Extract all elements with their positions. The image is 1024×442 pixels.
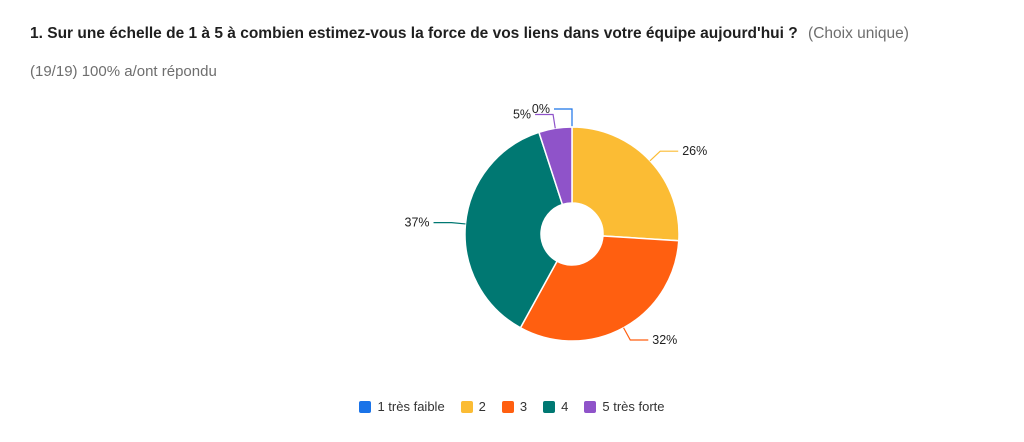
legend-item-5: 5 très forte <box>584 399 665 414</box>
pie-slice-5 <box>537 126 573 206</box>
pie-slice-2 <box>571 126 680 242</box>
data-label-3: 32% <box>652 333 677 347</box>
data-label-1: 0% <box>532 102 550 116</box>
legend-swatch-4 <box>543 400 556 413</box>
chart-legend: 1 très faible 2 3 4 5 très forte <box>0 399 1024 414</box>
legend-item-3: 3 <box>501 399 528 414</box>
response-count: (19/19) 100% a/ont répondu <box>30 63 217 80</box>
legend-swatch-1 <box>359 400 372 413</box>
legend-swatch-3 <box>501 400 514 413</box>
legend-item-1: 1 très faible <box>359 399 445 414</box>
question-header: 1. Sur une échelle de 1 à 5 à combien es… <box>30 25 1010 43</box>
question-type: (Choix unique) <box>808 25 909 42</box>
legend-label-3: 3 <box>519 399 528 414</box>
legend-label-4: 4 <box>561 399 569 414</box>
pie-slice-3 <box>519 235 680 342</box>
legend-swatch-5 <box>584 400 597 413</box>
legend-label-2: 2 <box>478 399 486 414</box>
leader-line-3 <box>623 327 649 341</box>
legend-item-4: 4 <box>543 399 568 414</box>
leader-line-2 <box>649 150 679 162</box>
question-title: 1. Sur une échelle de 1 à 5 à combien es… <box>30 25 798 42</box>
legend-swatch-2 <box>460 400 473 413</box>
data-label-2: 26% <box>682 144 707 158</box>
data-label-4: 37% <box>405 216 430 230</box>
legend-item-2: 2 <box>460 399 486 414</box>
leader-line-1 <box>554 108 573 127</box>
leader-line-5 <box>535 113 556 129</box>
pie-slice-4 <box>464 131 564 329</box>
legend-label-5: 5 très forte <box>602 399 665 414</box>
leader-line-4 <box>433 222 466 225</box>
data-label-5: 5% <box>513 107 531 121</box>
legend-label-1: 1 très faible <box>377 399 445 414</box>
